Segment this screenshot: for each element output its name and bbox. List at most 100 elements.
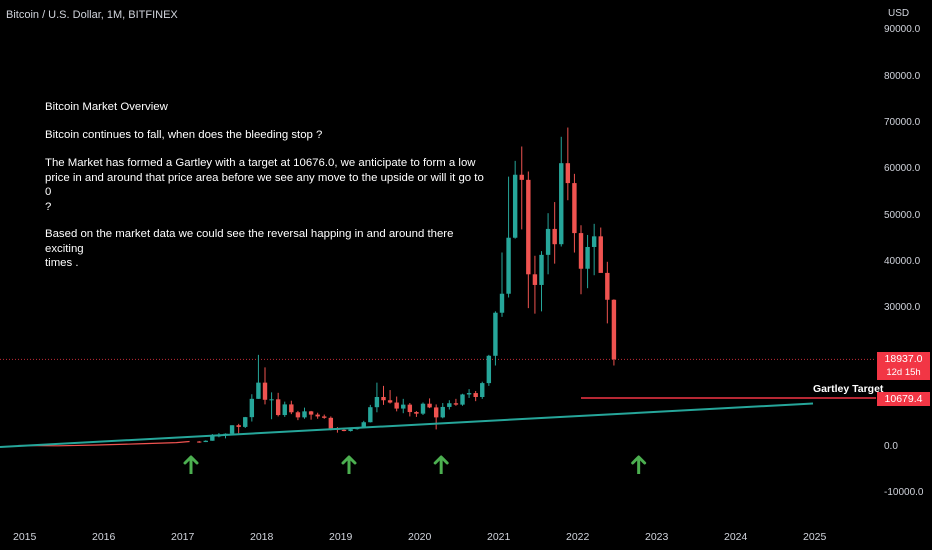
candle-body [486, 355, 492, 384]
early-price-line [18, 440, 190, 447]
up-arrow-icon [183, 455, 199, 474]
x-tick-label: 2024 [724, 531, 748, 543]
note-line: The Market has formed a Gartley with a t… [45, 157, 476, 169]
candle-body [512, 174, 518, 238]
candle-body [539, 254, 544, 285]
x-tick-label: 2016 [92, 531, 116, 543]
note-line: Based on the market data we could see th… [45, 228, 454, 255]
candle-body [289, 404, 294, 413]
candle-body [394, 402, 399, 409]
note-line: price in and around that price area befo… [45, 171, 484, 199]
candle-body [308, 411, 314, 415]
y-tick-label: 40000.0 [884, 255, 921, 267]
candle-body [572, 183, 577, 234]
x-tick-label: 2022 [566, 531, 590, 543]
x-tick-label: 2020 [408, 531, 432, 543]
note-paragraph-2: The Market has formed a Gartley with a t… [45, 156, 485, 214]
candle-body [243, 417, 248, 427]
candle-body [196, 441, 202, 443]
candle-body [480, 383, 485, 397]
y-tick-label: 0.0 [884, 441, 898, 452]
market-overview-note: Bitcoin Market Overview Bitcoin continue… [45, 100, 485, 284]
candle-body [440, 406, 445, 418]
candle-body [433, 407, 439, 418]
x-tick-label: 2019 [329, 531, 353, 543]
candle-body [262, 382, 268, 400]
x-tick-label: 2015 [13, 531, 37, 543]
y-tick-label: 70000.0 [884, 116, 921, 128]
up-arrow-icon [341, 455, 357, 474]
candle-body [374, 396, 380, 408]
candle-body [295, 412, 301, 418]
candle-body [578, 233, 584, 269]
candle-body [341, 429, 347, 432]
candle-body [368, 407, 373, 423]
y-tick-label: 90000.0 [884, 24, 921, 36]
x-tick-label: 2018 [250, 531, 274, 543]
candle-body [256, 382, 261, 399]
candle-body [611, 299, 617, 360]
candle-body [585, 246, 590, 269]
candle-body [269, 399, 274, 401]
x-tick-label: 2025 [803, 531, 827, 543]
candle-body [387, 400, 393, 403]
candle-body [275, 399, 281, 416]
candle-body [447, 403, 452, 407]
y-tick-label: 60000.0 [884, 163, 921, 175]
candle-body [420, 403, 426, 414]
x-tick-label: 2017 [171, 531, 195, 543]
candle-body [552, 228, 557, 245]
candle-body [526, 179, 531, 275]
candle-body [381, 396, 386, 401]
candle-body [203, 440, 208, 443]
candle-body [605, 272, 610, 300]
candle-body [236, 425, 241, 427]
candle-body [559, 163, 564, 245]
y-tick-label: -10000.0 [884, 487, 924, 499]
candle-body [229, 425, 235, 434]
chart-symbol-title[interactable]: Bitcoin / U.S. Dollar, 1M, BITFINEX [6, 9, 178, 21]
candle-body [210, 436, 215, 441]
candle-body [499, 293, 505, 313]
note-line: ? [45, 200, 52, 213]
candle-body [348, 429, 353, 432]
note-heading: Bitcoin Market Overview [45, 101, 168, 113]
currency-label: USD [888, 8, 910, 19]
up-arrow-icon [433, 455, 449, 474]
candle-body [598, 236, 603, 273]
y-tick-label: 80000.0 [884, 70, 921, 82]
candle-body [249, 398, 255, 418]
candle-body [302, 411, 307, 418]
candle-body [506, 237, 511, 294]
gartley-target-label: Gartley Target [813, 383, 884, 395]
candle-body [519, 174, 524, 180]
candle-body [493, 312, 498, 356]
candle-body [473, 393, 478, 397]
candle-body [322, 416, 327, 418]
candle-body [401, 404, 406, 409]
candle-body [315, 414, 320, 417]
candle-body [427, 403, 432, 408]
candle-body [407, 404, 413, 413]
candle-body [565, 163, 571, 184]
target-price-tag: 10679.4 [877, 392, 930, 406]
candle-body [361, 422, 366, 429]
x-tick-label: 2023 [645, 531, 669, 543]
note-line: times . [45, 257, 79, 269]
x-tick-label: 2021 [487, 531, 511, 543]
y-tick-label: 50000.0 [884, 209, 921, 221]
candle-body [414, 412, 419, 414]
candle-body [460, 394, 465, 405]
support-trendline [0, 402, 814, 448]
candle-body [453, 403, 459, 405]
candle-body [532, 274, 538, 285]
candle-body [545, 228, 551, 255]
candle-body [328, 417, 334, 429]
bar-countdown-tag: 12d 15h [877, 366, 930, 380]
note-paragraph-1: Bitcoin continues to fall, when does the… [45, 129, 323, 141]
candle-body [282, 404, 287, 416]
up-arrow-icon [631, 455, 647, 474]
current-price-tag: 18937.0 [877, 352, 930, 366]
candle-body [591, 236, 597, 247]
